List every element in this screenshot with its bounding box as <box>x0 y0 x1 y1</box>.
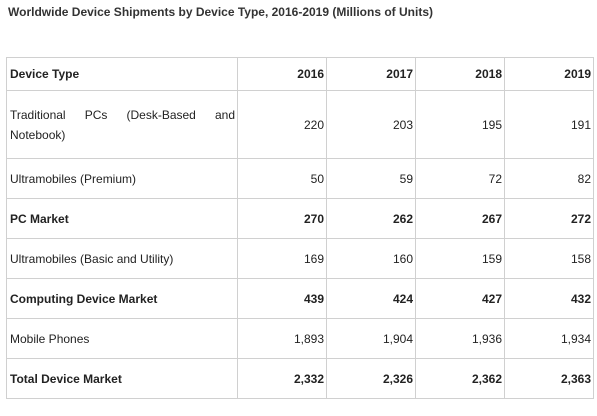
cell-value: 1,904 <box>326 318 416 359</box>
table-row: Traditional PCs (Desk-Based and Notebook… <box>6 90 594 159</box>
row-label: Ultramobiles (Basic and Utility) <box>6 238 238 279</box>
cell-value: 2,326 <box>326 358 416 399</box>
cell-value: 427 <box>415 278 505 319</box>
row-label: Mobile Phones <box>6 318 238 359</box>
table-title: Worldwide Device Shipments by Device Typ… <box>8 5 434 19</box>
table-row: Total Device Market 2,332 2,326 2,362 2,363 <box>6 358 594 399</box>
cell-value: 424 <box>326 278 416 319</box>
cell-value: 159 <box>415 238 505 279</box>
cell-value: 2019 <box>504 57 594 91</box>
cell-value: 432 <box>504 278 594 319</box>
cell-value: 439 <box>237 278 327 319</box>
table-row: Device Type 2016 2017 2018 2019 <box>6 57 594 91</box>
cell-value: 82 <box>504 158 594 199</box>
table-row: PC Market 270 262 267 272 <box>6 198 594 239</box>
row-label: PC Market <box>6 198 238 239</box>
row-label: Total Device Market <box>6 358 238 399</box>
cell-value: 2017 <box>326 57 416 91</box>
cell-value: 267 <box>415 198 505 239</box>
cell-value: 203 <box>326 90 416 159</box>
cell-value: 158 <box>504 238 594 279</box>
table-row: Ultramobiles (Basic and Utility) 169 160 15… <box>6 238 594 279</box>
row-label: Computing Device Market <box>6 278 238 319</box>
row-label: Traditional PCs (Desk-Based and Notebook… <box>6 90 238 159</box>
cell-value: 220 <box>237 90 327 159</box>
cell-value: 272 <box>504 198 594 239</box>
cell-value: 160 <box>326 238 416 279</box>
cell-value: 50 <box>237 158 327 199</box>
cell-value: 270 <box>237 198 327 239</box>
cell-value: 2016 <box>237 57 327 91</box>
cell-value: 59 <box>326 158 416 199</box>
cell-value: 72 <box>415 158 505 199</box>
cell-value: 2,363 <box>504 358 594 399</box>
cell-value: 169 <box>237 238 327 279</box>
cell-value: 195 <box>415 90 505 159</box>
cell-value: 2,362 <box>415 358 505 399</box>
cell-value: 262 <box>326 198 416 239</box>
cell-value: 191 <box>504 90 594 159</box>
shipments-table: Device Type 2016 2017 2018 2019 Traditional P… <box>6 57 594 399</box>
row-label: Device Type <box>6 57 238 91</box>
cell-value: 1,893 <box>237 318 327 359</box>
cell-value: 1,936 <box>415 318 505 359</box>
table-row: Computing Device Market 439 424 427 432 <box>6 278 594 319</box>
cell-value: 2,332 <box>237 358 327 399</box>
table-row: Mobile Phones 1,893 1,904 1,936 1,934 <box>6 318 594 359</box>
table-row: Ultramobiles (Premium) 50 59 72 82 <box>6 158 594 199</box>
cell-value: 1,934 <box>504 318 594 359</box>
row-label: Ultramobiles (Premium) <box>6 158 238 199</box>
cell-value: 2018 <box>415 57 505 91</box>
